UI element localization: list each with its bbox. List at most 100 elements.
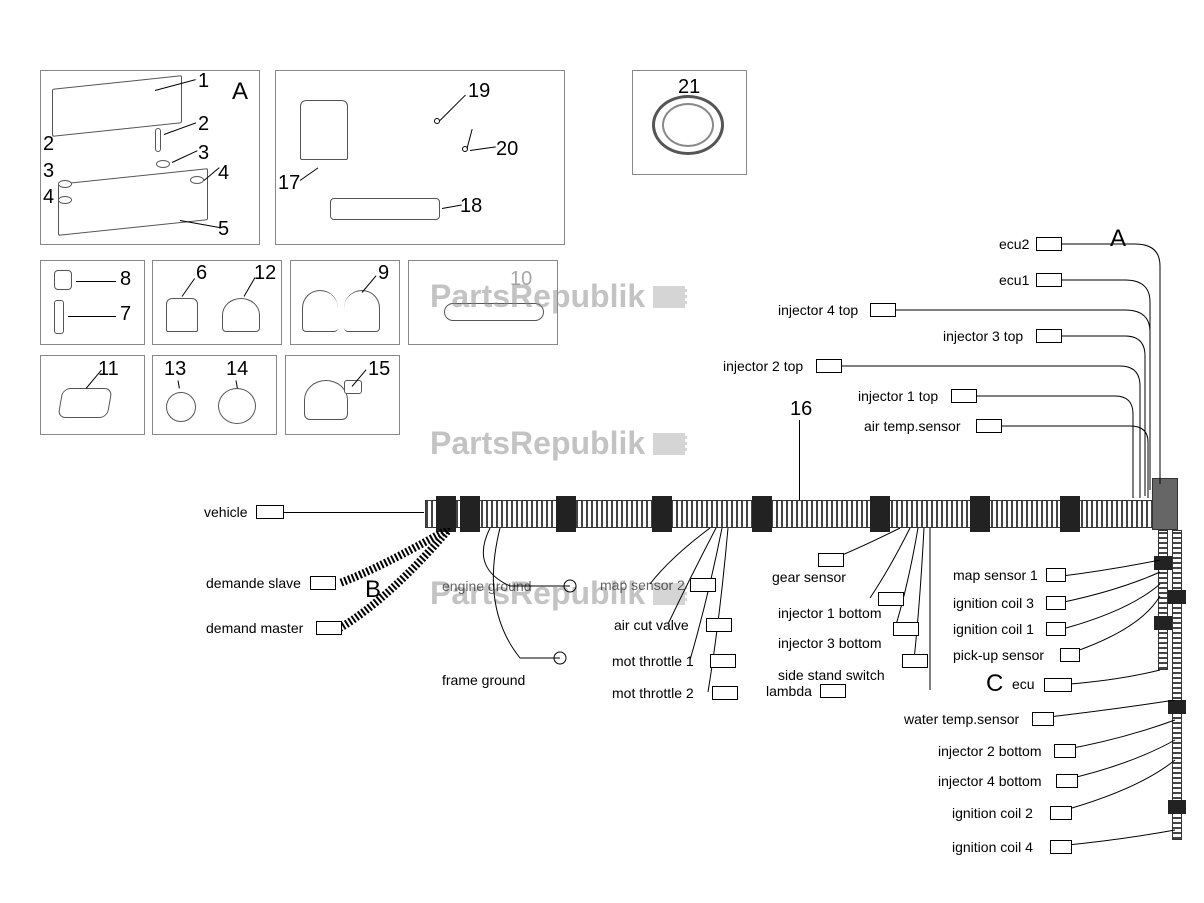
- conn-ecu1: [1036, 273, 1062, 287]
- sketch-pclip-15: [304, 380, 348, 420]
- callout-12: 12: [254, 262, 276, 285]
- conn-inj4top: [870, 303, 896, 317]
- wire-frame-ground: [490, 528, 600, 688]
- label-inj2bot: injector 2 bottom: [938, 743, 1042, 759]
- conn-aircut: [706, 618, 732, 632]
- callout-8: 8: [120, 268, 131, 291]
- label-inj2top: injector 2 top: [723, 358, 803, 374]
- sketch-ring-21-inner: [662, 103, 714, 147]
- label-airtemp: air temp.sensor: [864, 418, 960, 434]
- conn-master: [316, 621, 342, 635]
- callout-15: 15: [368, 358, 390, 381]
- conn-inj2bot: [1054, 744, 1076, 758]
- label-inj3top: injector 3 top: [943, 328, 1023, 344]
- sketch-relay: [300, 100, 348, 160]
- sketch-rivet-8: [54, 270, 72, 290]
- harness-main-trunk: [425, 500, 1155, 528]
- conn-ecu-c: [1044, 678, 1072, 692]
- wire-airtemp: [980, 418, 1156, 500]
- tape-4: [652, 496, 672, 532]
- conn-airtemp: [976, 419, 1002, 433]
- label-master: demand master: [206, 620, 303, 636]
- callout-4b: 4: [43, 186, 54, 209]
- conn-throttle2: [712, 686, 738, 700]
- tape-7: [970, 496, 990, 532]
- callout-16: 16: [790, 398, 812, 421]
- label-watertemp: water temp.sensor: [904, 711, 1019, 727]
- callout-18: 18: [460, 195, 482, 218]
- watermark-flag-1: [653, 286, 685, 308]
- sketch-bush-13: [166, 392, 196, 422]
- conn-pickup: [1060, 648, 1080, 662]
- label-pickup: pick-up sensor: [953, 647, 1044, 663]
- sketch-clip-12: [222, 298, 260, 332]
- label-map2: map sensor 2: [600, 577, 685, 593]
- conn-map2: [690, 578, 716, 592]
- callout-6: 6: [196, 262, 207, 285]
- watermark-2: PartsRepublik: [430, 425, 685, 462]
- label-slave: demande slave: [206, 575, 301, 591]
- label-sidestand: side stand switch: [778, 667, 885, 683]
- tape-5: [752, 496, 772, 532]
- conn-watertemp: [1032, 712, 1054, 726]
- conn-coil3: [1046, 596, 1066, 610]
- label-coil3: ignition coil 3: [953, 595, 1034, 611]
- label-vehicle: vehicle: [204, 504, 248, 520]
- conn-lambda: [820, 684, 846, 698]
- label-ecu1: ecu1: [999, 272, 1029, 288]
- leader-16: [799, 420, 800, 500]
- tape-v2a: [1168, 590, 1186, 604]
- callout-1: 1: [198, 70, 209, 93]
- callout-9: 9: [378, 262, 389, 285]
- label-coil4: ignition coil 4: [952, 839, 1033, 855]
- conn-map1: [1046, 568, 1066, 582]
- callout-20: 20: [496, 138, 518, 161]
- conn-inj3bot: [893, 622, 919, 636]
- sketch-screw-2a: [155, 128, 161, 152]
- label-lambda: lambda: [766, 683, 812, 699]
- panel-label-c: C: [986, 670, 1003, 698]
- conn-coil4: [1050, 840, 1072, 854]
- label-coil1: ignition coil 1: [953, 621, 1034, 637]
- label-coil2: ignition coil 2: [952, 805, 1033, 821]
- sketch-clamp-9a: [302, 290, 338, 332]
- tape-2: [460, 496, 480, 532]
- label-frame-ground: frame ground: [442, 672, 525, 688]
- sketch-grommet-4b: [58, 196, 72, 204]
- wire-vehicle: [284, 512, 424, 513]
- callout-3: 3: [198, 142, 209, 165]
- label-aircut: air cut valve: [614, 617, 689, 633]
- callout-13: 13: [164, 358, 186, 381]
- conn-inj1bot: [878, 592, 904, 606]
- label-throttle1: mot throttle 1: [612, 653, 694, 669]
- conn-coil2: [1050, 806, 1072, 820]
- callout-17: 17: [278, 172, 300, 195]
- conn-sidestand: [902, 654, 928, 668]
- leader-8: [76, 281, 116, 282]
- callout-5: 5: [218, 218, 229, 241]
- conn-inj3top: [1036, 329, 1062, 343]
- watermark-text-1: PartsRepublik: [430, 278, 645, 315]
- conn-inj4bot: [1056, 774, 1078, 788]
- tape-6: [870, 496, 890, 532]
- callout-3b: 3: [43, 160, 54, 183]
- conn-coil1: [1046, 622, 1066, 636]
- callout-21: 21: [678, 76, 700, 99]
- panel-label-a-top: A: [232, 78, 248, 106]
- label-inj4bot: injector 4 bottom: [938, 773, 1042, 789]
- label-inj3bot: injector 3 bottom: [778, 635, 882, 651]
- label-map1: map sensor 1: [953, 567, 1038, 583]
- callout-2b: 2: [43, 133, 54, 156]
- conn-slave: [310, 576, 336, 590]
- tape-1: [436, 496, 456, 532]
- label-inj1bot: injector 1 bottom: [778, 605, 882, 621]
- watermark-1: PartsRepublik: [430, 278, 685, 315]
- conn-inj1top: [951, 389, 977, 403]
- conn-gear: [818, 553, 844, 567]
- tape-8: [1060, 496, 1080, 532]
- callout-2: 2: [198, 113, 209, 136]
- sketch-clamp-9b: [344, 290, 380, 332]
- sketch-grommet-3b: [58, 180, 72, 188]
- watermark-text-2: PartsRepublik: [430, 425, 645, 462]
- sketch-bush-14: [218, 388, 256, 424]
